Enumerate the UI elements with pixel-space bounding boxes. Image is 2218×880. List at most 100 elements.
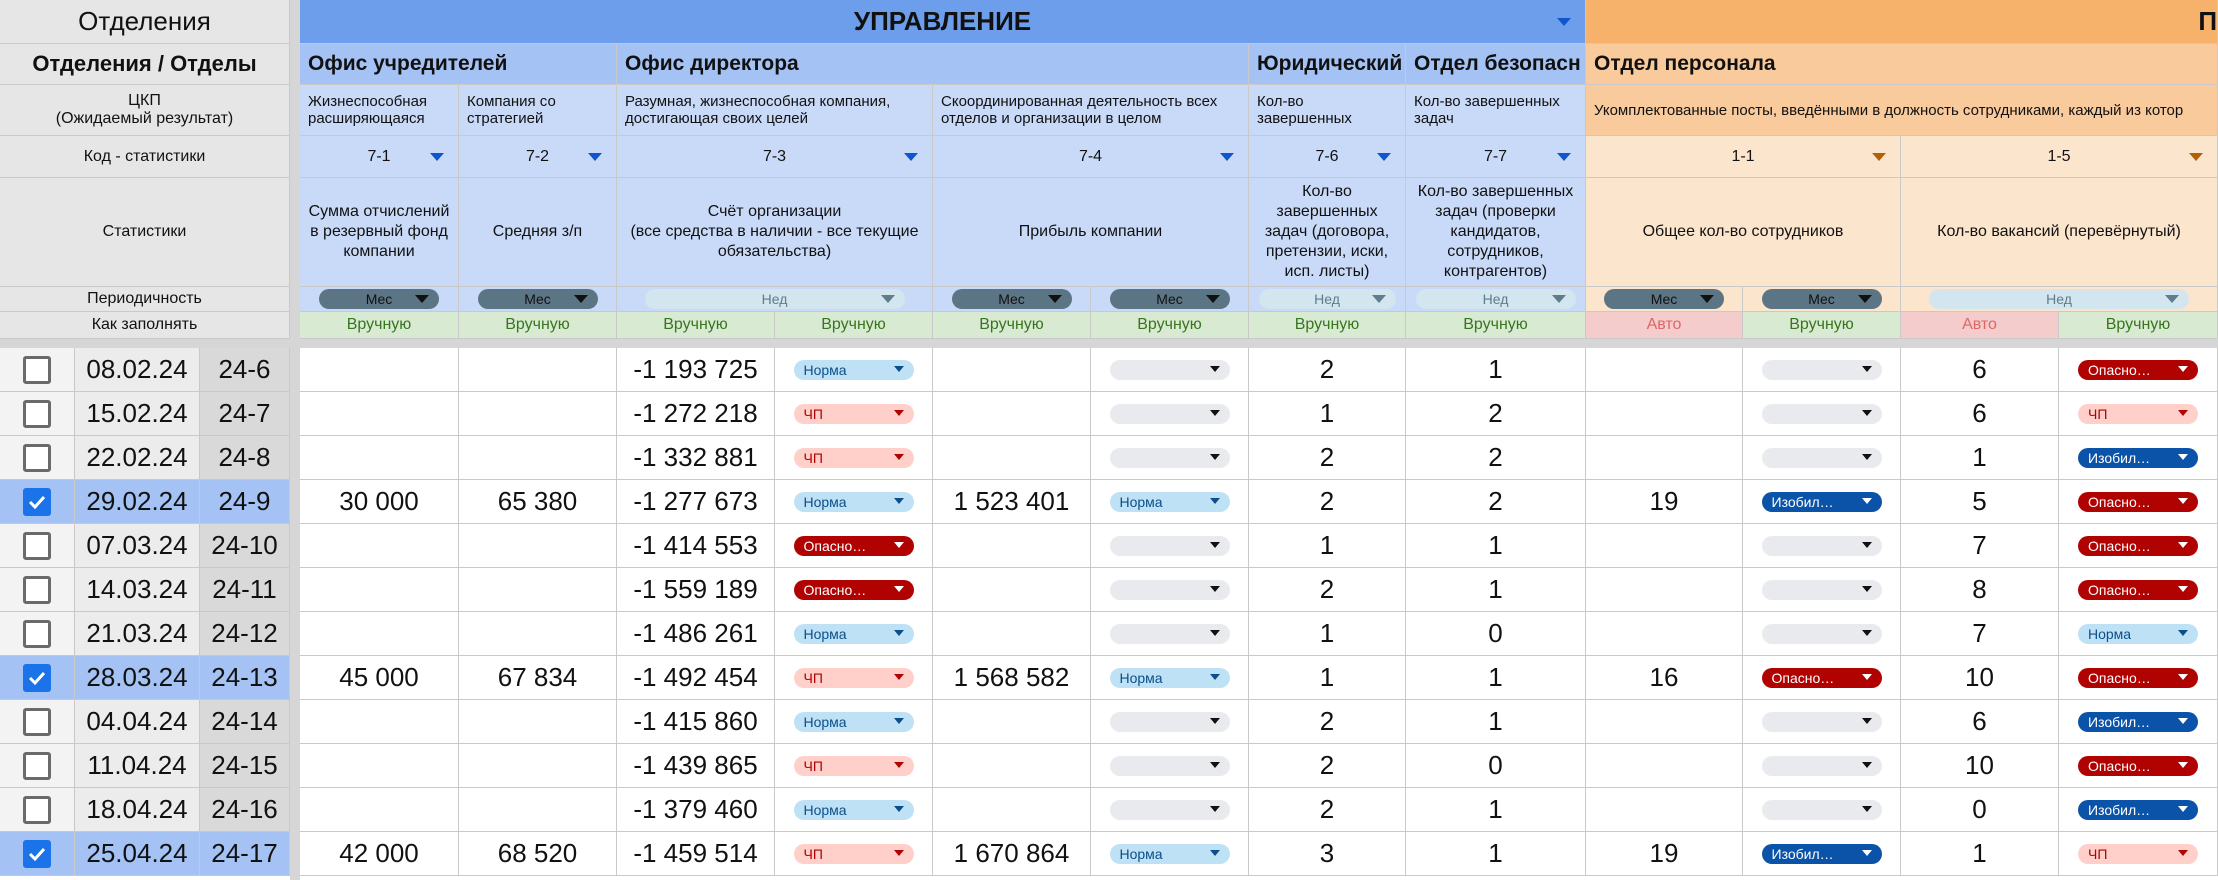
status-select[interactable] — [1109, 447, 1230, 468]
status-select[interactable] — [1109, 623, 1230, 644]
status-select[interactable] — [1761, 403, 1882, 424]
status-select[interactable] — [1109, 799, 1230, 820]
status-select[interactable]: Норма — [1109, 667, 1230, 688]
row-hs[interactable]: Опасно… — [2059, 568, 2218, 612]
status-select[interactable] — [1761, 711, 1882, 732]
row-hs[interactable]: Опасно… — [2059, 524, 2218, 568]
status-dropdown-icon[interactable] — [1209, 629, 1220, 636]
status-dropdown-icon[interactable] — [1209, 717, 1220, 724]
row-hs[interactable]: ЧП — [2059, 392, 2218, 436]
status-select[interactable]: ЧП — [793, 755, 914, 776]
row-gs[interactable] — [1743, 392, 1901, 436]
row-gs[interactable] — [1743, 744, 1901, 788]
row-hs[interactable]: Опасно… — [2059, 744, 2218, 788]
period-select[interactable]: Мес — [1604, 289, 1724, 309]
checkbox[interactable] — [23, 355, 51, 384]
status-select[interactable]: Норма — [793, 359, 914, 380]
status-dropdown-icon[interactable] — [2178, 629, 2188, 636]
row-hs[interactable]: Изобил… — [2059, 700, 2218, 744]
status-dropdown-icon[interactable] — [1861, 805, 1872, 812]
row-cs[interactable]: Норма — [775, 788, 933, 832]
row-hs[interactable]: Норма — [2059, 612, 2218, 656]
status-select[interactable]: Норма — [1109, 491, 1230, 512]
period-select[interactable]: Мес — [477, 289, 598, 309]
code-select-7-1[interactable]: 7-1 — [300, 136, 459, 178]
status-dropdown-icon[interactable] — [1209, 849, 1220, 856]
status-select[interactable]: Изобил… — [2078, 447, 2198, 468]
code-dropdown-icon[interactable] — [1220, 152, 1234, 161]
status-select[interactable] — [1109, 403, 1230, 424]
row-cs[interactable]: ЧП — [775, 656, 933, 700]
status-dropdown-icon[interactable] — [1209, 761, 1220, 768]
row-cs[interactable]: Норма — [775, 348, 933, 392]
status-select[interactable]: ЧП — [793, 447, 914, 468]
row-gs[interactable] — [1743, 436, 1901, 480]
row-hs[interactable]: Опасно… — [2059, 348, 2218, 392]
status-dropdown-icon[interactable] — [893, 497, 904, 504]
code-dropdown-icon[interactable] — [1872, 152, 1886, 161]
period-select[interactable]: Нед — [1415, 289, 1576, 309]
row-gs[interactable] — [1743, 524, 1901, 568]
period-select[interactable]: Мес — [1109, 289, 1230, 309]
status-select[interactable]: Опасно… — [1761, 667, 1882, 688]
row-checkbox-cell[interactable] — [0, 392, 75, 436]
row-cs[interactable]: Норма — [775, 480, 933, 524]
period-select[interactable]: Нед — [1929, 289, 2189, 309]
row-checkbox-cell[interactable] — [0, 744, 75, 788]
row-ds[interactable] — [1091, 700, 1249, 744]
code-select-7-2[interactable]: 7-2 — [459, 136, 617, 178]
status-select[interactable] — [1109, 579, 1230, 600]
status-dropdown-icon[interactable] — [1209, 673, 1220, 680]
row-hs[interactable]: ЧП — [2059, 832, 2218, 876]
row-gs[interactable]: Изобил… — [1743, 832, 1901, 876]
code-dropdown-icon[interactable] — [2189, 152, 2203, 161]
period-dropdown-icon[interactable] — [573, 295, 588, 303]
status-dropdown-icon[interactable] — [1209, 805, 1220, 812]
status-select[interactable]: Норма — [793, 623, 914, 644]
status-dropdown-icon[interactable] — [1861, 585, 1872, 592]
period-dropdown-icon[interactable] — [1047, 295, 1062, 303]
status-dropdown-icon[interactable] — [2178, 585, 2188, 592]
row-hs[interactable]: Опасно… — [2059, 480, 2218, 524]
checkbox[interactable] — [23, 575, 51, 604]
row-gs[interactable] — [1743, 348, 1901, 392]
status-dropdown-icon[interactable] — [2178, 409, 2188, 416]
checkbox[interactable] — [23, 487, 51, 516]
row-ds[interactable] — [1091, 436, 1249, 480]
status-dropdown-icon[interactable] — [1861, 365, 1872, 372]
status-select[interactable] — [1761, 447, 1882, 468]
row-hs[interactable]: Изобил… — [2059, 436, 2218, 480]
status-dropdown-icon[interactable] — [2178, 761, 2188, 768]
period-dropdown-icon[interactable] — [1371, 295, 1386, 303]
row-gs[interactable] — [1743, 700, 1901, 744]
row-hs[interactable]: Опасно… — [2059, 656, 2218, 700]
status-select[interactable] — [1109, 711, 1230, 732]
status-select[interactable]: Опасно… — [2078, 579, 2198, 600]
status-dropdown-icon[interactable] — [2178, 497, 2188, 504]
row-checkbox-cell[interactable] — [0, 348, 75, 392]
status-dropdown-icon[interactable] — [1209, 409, 1220, 416]
status-select[interactable]: Норма — [793, 799, 914, 820]
status-dropdown-icon[interactable] — [893, 541, 904, 548]
status-dropdown-icon[interactable] — [2178, 717, 2188, 724]
row-cs[interactable]: Опасно… — [775, 524, 933, 568]
row-checkbox-cell[interactable] — [0, 700, 75, 744]
row-cs[interactable]: Опасно… — [775, 568, 933, 612]
row-gs[interactable] — [1743, 788, 1901, 832]
status-select[interactable]: Опасно… — [2078, 359, 2198, 380]
period-select[interactable]: Нед — [644, 289, 905, 309]
row-ds[interactable]: Норма — [1091, 832, 1249, 876]
row-ds[interactable] — [1091, 568, 1249, 612]
status-select[interactable]: Изобил… — [2078, 799, 2198, 820]
status-select[interactable]: Изобил… — [2078, 711, 2198, 732]
status-dropdown-icon[interactable] — [2178, 673, 2188, 680]
code-dropdown-icon[interactable] — [904, 152, 918, 161]
row-ds[interactable] — [1091, 744, 1249, 788]
period-select[interactable]: Мес — [951, 289, 1072, 309]
banner-dropdown-icon[interactable] — [1557, 17, 1571, 26]
row-gs[interactable] — [1743, 568, 1901, 612]
status-dropdown-icon[interactable] — [893, 629, 904, 636]
status-dropdown-icon[interactable] — [1861, 761, 1872, 768]
code-dropdown-icon[interactable] — [1557, 152, 1571, 161]
row-gs[interactable]: Изобил… — [1743, 480, 1901, 524]
